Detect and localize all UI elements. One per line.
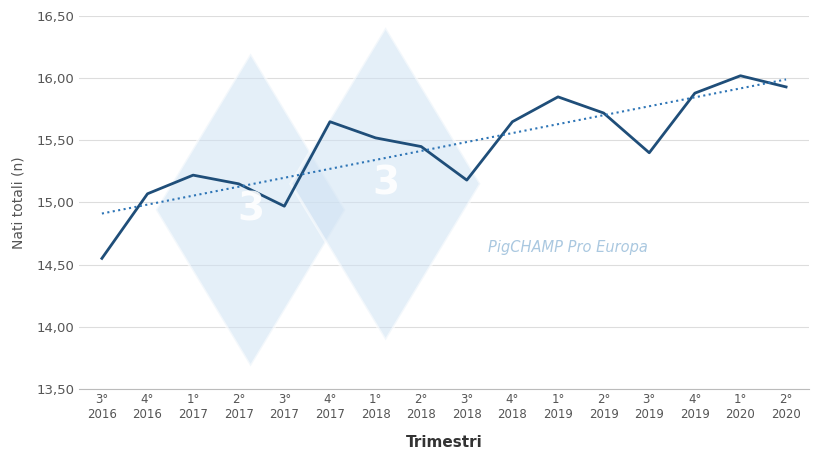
Polygon shape [291,27,480,340]
Polygon shape [156,53,345,366]
Text: PigCHAMP Pro Europa: PigCHAMP Pro Europa [487,240,647,254]
X-axis label: Trimestri: Trimestri [405,435,482,450]
Y-axis label: Nati totali (n): Nati totali (n) [11,156,25,249]
Text: 3: 3 [237,191,264,229]
Text: 3: 3 [372,165,399,203]
